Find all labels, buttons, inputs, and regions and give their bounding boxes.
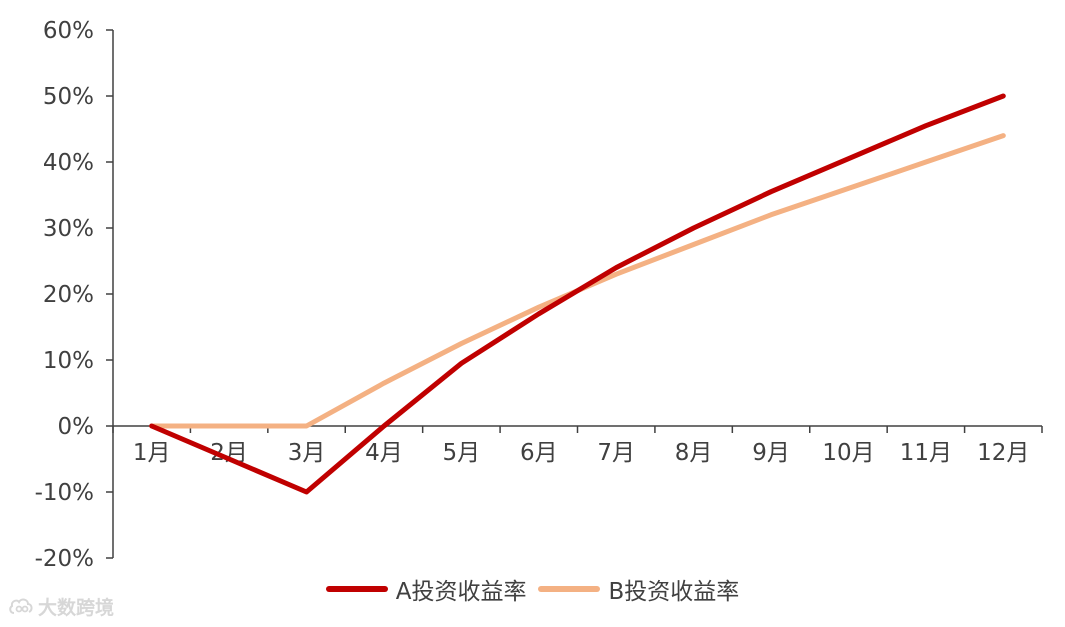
y-tick-label: 50% bbox=[43, 84, 94, 110]
legend-label-a: A投资收益率 bbox=[395, 579, 527, 605]
watermark: 大数跨境 bbox=[8, 593, 114, 620]
y-tick-labels: 60% 50% 40% 30% 20% 10% 0% -10% -20% bbox=[35, 18, 94, 572]
y-tick-label: 30% bbox=[43, 216, 94, 242]
y-tick-label: 20% bbox=[43, 282, 94, 308]
legend: A投资收益率 B投资收益率 bbox=[0, 572, 1065, 606]
y-tick-label: 60% bbox=[43, 18, 94, 44]
y-tick-label: -10% bbox=[35, 480, 94, 506]
x-tick-label: 11月 bbox=[900, 440, 952, 466]
cloud-logo-icon bbox=[9, 598, 33, 614]
x-tick-label: 5月 bbox=[443, 440, 481, 466]
series-line-a bbox=[149, 93, 1006, 495]
x-tick-label: 6月 bbox=[520, 440, 558, 466]
series-lines bbox=[149, 93, 1006, 495]
x-tick-label: 10月 bbox=[822, 440, 874, 466]
x-tick-label: 1月 bbox=[133, 440, 171, 466]
x-tick-labels: 1月 2月 3月 4月 5月 6月 7月 8月 9月 10月 11月 12月 bbox=[133, 440, 1030, 466]
series-line-b bbox=[149, 133, 1006, 429]
y-tick-label: -20% bbox=[35, 546, 94, 572]
legend-item-a: A投资收益率 bbox=[325, 572, 527, 606]
x-tick-label: 9月 bbox=[752, 440, 790, 466]
watermark-text: 大数跨境 bbox=[38, 597, 115, 619]
y-tick-label: 0% bbox=[58, 414, 95, 440]
legend-swatch-b bbox=[538, 586, 601, 592]
x-tick-label: 4月 bbox=[365, 440, 403, 466]
x-tick-label: 7月 bbox=[597, 440, 635, 466]
x-tick-label: 3月 bbox=[288, 440, 326, 466]
legend-item-b: B投资收益率 bbox=[538, 572, 739, 606]
legend-label-b: B投资收益率 bbox=[608, 579, 740, 605]
y-tick-label: 40% bbox=[43, 150, 94, 176]
legend-swatch-a bbox=[325, 586, 388, 592]
line-chart: 60%50%40%30%20%10%0%-10%-20% 1月 2月 3月 4月 5月 6… bbox=[35, 18, 1043, 572]
x-tick-label: 8月 bbox=[675, 440, 713, 466]
y-tick-label: 10% bbox=[43, 348, 94, 374]
x-tick-label: 12月 bbox=[977, 440, 1029, 466]
